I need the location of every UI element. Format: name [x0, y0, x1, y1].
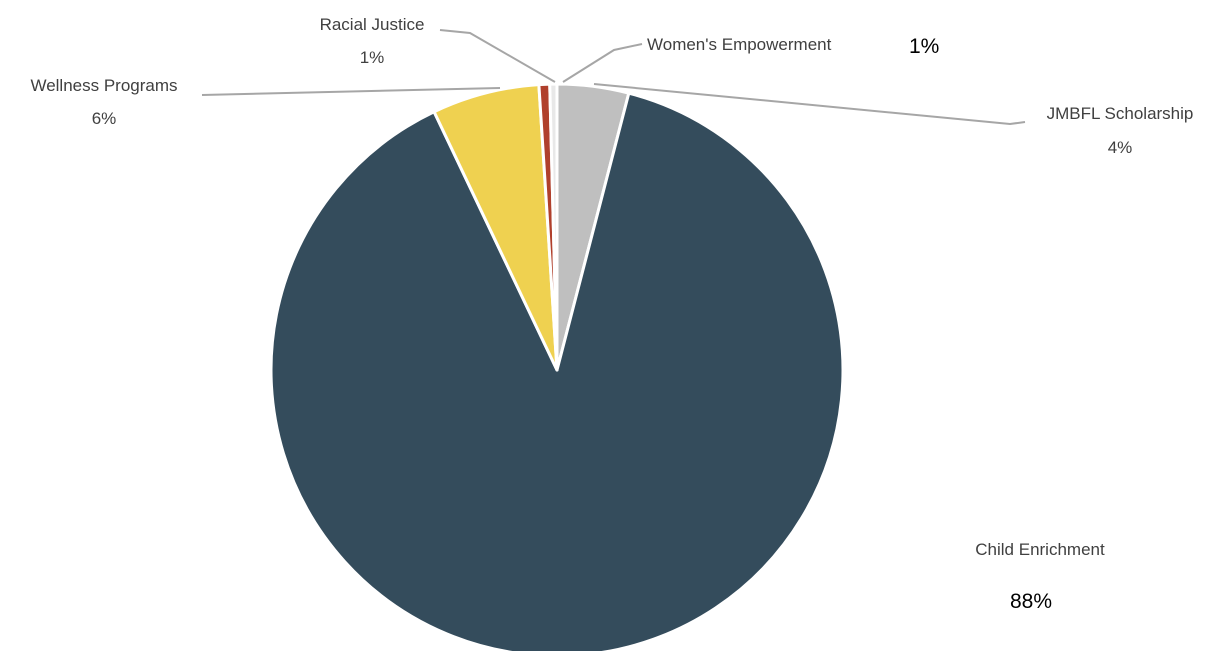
- pie-slices: [269, 82, 845, 651]
- label-wellness-programs-pct: 6%: [92, 109, 117, 128]
- label-child-enrichment-pct: 88%: [1010, 590, 1052, 613]
- label-wellness-programs-name: Wellness Programs: [30, 76, 177, 95]
- pie-slice-women-s-empowerment: [548, 82, 559, 372]
- label-child-enrichment-name: Child Enrichment: [975, 540, 1105, 559]
- leader-lines: [201, 29, 1026, 126]
- leader-line-womens-empowerment: [562, 43, 643, 83]
- leader-line-racial-justice: [439, 29, 556, 83]
- label-womens-empowerment-name: Women's Empowerment: [647, 35, 832, 54]
- label-racial-justice-pct: 1%: [360, 48, 385, 67]
- leader-line-wellness-programs: [201, 87, 501, 96]
- label-jmbfl-scholarship-pct: 4%: [1108, 138, 1133, 157]
- leader-line-jmbfl-scholarship: [593, 83, 1026, 126]
- pie-slice-child-enrichment: [269, 91, 845, 651]
- label-jmbfl-scholarship-name: JMBFL Scholarship: [1047, 104, 1194, 123]
- label-racial-justice-name: Racial Justice: [320, 15, 425, 34]
- label-womens-empowerment-pct: 1%: [909, 35, 939, 58]
